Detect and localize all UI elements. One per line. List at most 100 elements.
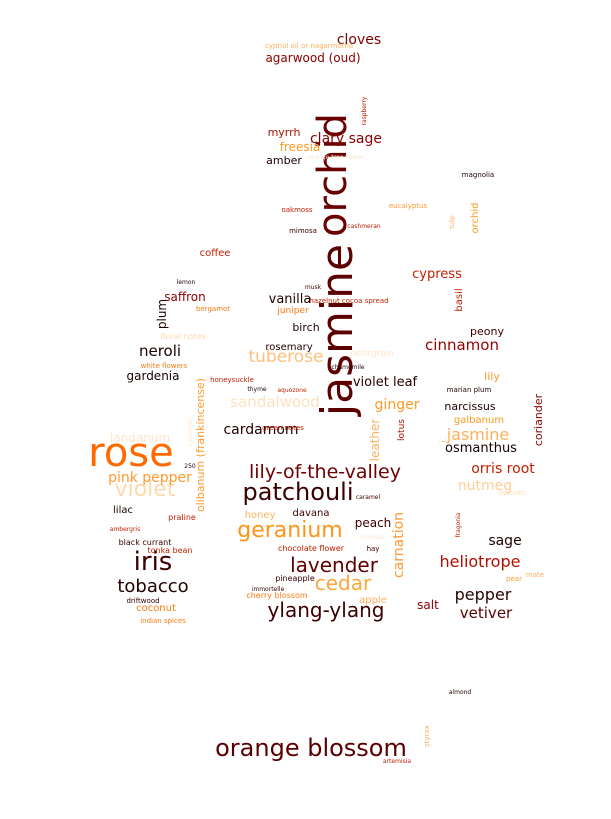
cloud-word: osmanthus (445, 441, 517, 456)
cloud-word: basil (454, 288, 465, 311)
cloud-word: jasmine (446, 425, 510, 444)
cloud-word: oakmoss (281, 206, 312, 214)
cloud-word: pink pepper (108, 470, 192, 486)
cloud-word: violet (115, 477, 176, 502)
cloud-word: j. (439, 437, 449, 443)
cloud-word: floral notes (160, 332, 205, 341)
cloud-word: ambergris (110, 526, 140, 533)
cloud-word: tulip (449, 215, 456, 228)
cloud-word: orris root (471, 461, 535, 477)
cloud-word: caramel (356, 494, 381, 501)
cloud-word: amber (266, 154, 302, 167)
cloud-word: apple (359, 595, 387, 606)
cloud-word: leather (368, 419, 382, 462)
cloud-word: agarwood (oud) (265, 51, 360, 65)
cloud-word: coriander (532, 393, 545, 446)
cloud-word: nutmeg (458, 478, 512, 494)
cloud-word: jasmine (312, 244, 363, 417)
cloud-word: saffron (164, 290, 206, 304)
cloud-word: artemisia (383, 758, 411, 765)
cloud-word: peony (470, 325, 504, 338)
cloud-word: gardenia (127, 369, 180, 383)
cloud-word: peach (355, 516, 392, 530)
cloud-word: praline (168, 513, 196, 522)
cloud-word: clary sage (310, 131, 382, 147)
cloud-word: myrrh (268, 126, 301, 139)
cloud-word: thyme (247, 386, 267, 393)
cloud-word: orchid (470, 203, 481, 234)
cloud-word: indian spices (140, 617, 186, 625)
cloud-word: juniper (276, 306, 309, 316)
cloud-word: tobacco (117, 576, 188, 597)
cloud-word: pepper (455, 585, 512, 604)
cloud-word: vetiver (460, 604, 513, 622)
cloud-word: lemon (177, 279, 196, 286)
cloud-word: orange blossom (215, 734, 407, 762)
cloud-word: styrax (423, 725, 431, 747)
cloud-word: birch (292, 321, 319, 334)
cloud-word: fragonia (455, 512, 462, 537)
cloud-word: lily-of-the-valley (249, 461, 401, 483)
cloud-word: mimosa (360, 534, 384, 541)
cloud-word: patchouli (243, 478, 354, 506)
cloud-word: lotus (397, 419, 407, 441)
cloud-word: sandalwood (230, 393, 320, 411)
cloud-word: cypress (412, 267, 462, 282)
cloud-word: cypriol oil or nagarmotha (265, 42, 353, 50)
cloud-word: ginger (375, 397, 420, 413)
cloud-word: iris (134, 547, 173, 577)
cloud-word: cloves (337, 32, 381, 48)
cloud-word: olibanum (frankincense) (194, 378, 207, 512)
cloud-word: orange tree flower (308, 154, 364, 161)
cloud-word: davana (293, 508, 330, 519)
cloud-word: pear (506, 575, 522, 583)
cloud-word: sage (488, 533, 521, 549)
cloud-word: cherry blossom (246, 591, 308, 600)
cloud-word: plum (155, 299, 169, 329)
cloud-word: petitgrain (350, 349, 394, 359)
cloud-word: tuberose (248, 347, 323, 367)
cloud-word: narcissus (444, 400, 496, 413)
cloud-word: lily (484, 370, 500, 383)
cloud-word: hazelnut cocoa spread (309, 297, 388, 305)
cloud-word: salt (417, 598, 439, 612)
cloud-word: chocolate flower (278, 544, 345, 553)
cloud-word: freesia (280, 140, 321, 154)
cloud-word: cyclamen (187, 417, 194, 446)
cloud-word: raspberry (361, 96, 368, 125)
cloud-word: hay (367, 545, 380, 553)
cloud-word: hyacinth (499, 490, 525, 497)
cloud-word: geranium (237, 518, 342, 543)
cloud-word: cardamom (223, 422, 298, 438)
cloud-word: magnolia (462, 171, 494, 179)
cloud-word: rose (88, 430, 174, 476)
cloud-word: lilac (113, 505, 133, 516)
cloud-word: tonka bean (147, 546, 192, 555)
cloud-word: cinnamon (425, 336, 499, 354)
cloud-word: marian plum (447, 386, 492, 394)
cloud-word: mimosa (289, 227, 317, 235)
cloud-word: cashmeran (347, 223, 381, 230)
cloud-word: black currant (119, 538, 172, 547)
cloud-word: honey (245, 510, 276, 521)
cloud-word: cedar (315, 571, 372, 595)
cloud-word: musk (305, 284, 322, 291)
cloud-word: vanilla (269, 292, 312, 307)
cloud-word: honeysuckle (210, 376, 254, 384)
cloud-word: orchid (310, 113, 356, 237)
cloud-word: heliotrope (440, 552, 521, 571)
cloud-word: white flowers (141, 362, 188, 370)
cloud-word: violet leaf (353, 375, 418, 390)
cloud-word: driftwood (126, 597, 159, 605)
cloud-word: coffee (200, 248, 231, 259)
cloud-word: bergamot (196, 305, 230, 313)
cloud-word: mate (526, 571, 544, 579)
cloud-word: lavender (290, 553, 379, 577)
cloud-word: coconut (136, 603, 176, 614)
cloud-word: chamomile (331, 364, 364, 371)
cloud-word: galbanum (454, 415, 504, 426)
cloud-word: neroli (139, 342, 181, 360)
cloud-word: rosemary (265, 342, 312, 353)
